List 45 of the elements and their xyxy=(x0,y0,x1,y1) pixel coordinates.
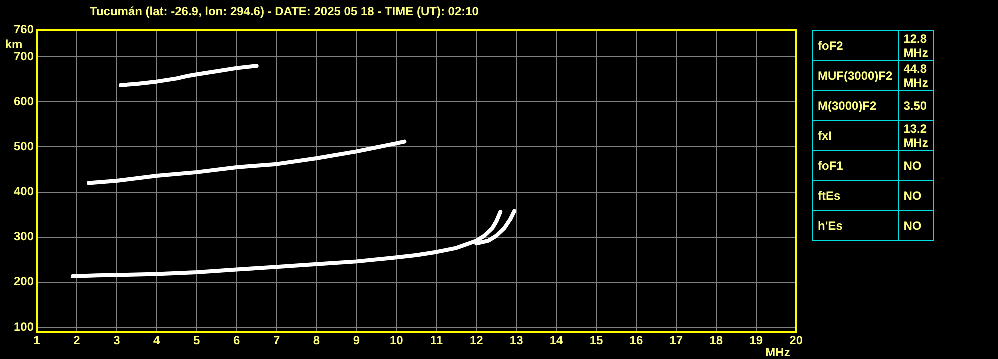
text: ftEs xyxy=(812,180,898,210)
x-tick-label: 9 xyxy=(353,334,360,348)
x-tick-label: 17 xyxy=(670,334,684,348)
text: foF1 xyxy=(812,150,898,180)
text: NO xyxy=(898,150,934,180)
y-tick-label: 400 xyxy=(14,184,34,199)
text: M(3000)F2 xyxy=(812,90,898,120)
y-tick-label: 200 xyxy=(14,274,34,289)
text: foF2 xyxy=(812,30,898,60)
x-tick-label: 4 xyxy=(154,334,161,348)
x-tick-label: 7 xyxy=(273,334,280,348)
x-tick-label: 14 xyxy=(550,334,564,348)
x-tick-label: 15 xyxy=(590,334,604,348)
x-tick-label: 13 xyxy=(510,334,524,348)
x-tick-label: 2 xyxy=(74,334,81,348)
x-tick-label: 12 xyxy=(470,334,484,348)
x-tick-label: 6 xyxy=(233,334,240,348)
text: h'Es xyxy=(812,210,898,240)
x-tick-label: 20 xyxy=(790,334,804,348)
x-tick-label: 16 xyxy=(630,334,644,348)
text: MUF(3000)F2 xyxy=(812,60,898,90)
text: 12.8 MHz xyxy=(898,30,934,60)
x-tick-label: 8 xyxy=(313,334,320,348)
text: 3.50 xyxy=(898,90,934,120)
x-tick-label: 19 xyxy=(750,334,764,348)
y-tick-label: 700 xyxy=(14,49,34,64)
y-tick-label: 300 xyxy=(14,230,34,244)
x-tick-label: 10 xyxy=(390,334,404,348)
text: 13.2 MHz xyxy=(898,120,934,150)
text: NO xyxy=(898,180,934,210)
y-axis-title: km xyxy=(5,37,23,52)
x-tick-label: 18 xyxy=(710,334,724,348)
y-tick-label: 500 xyxy=(14,140,34,154)
text: 44.8 MHz xyxy=(898,60,934,90)
x-tick-label: 3 xyxy=(114,334,121,348)
text: NO xyxy=(898,210,934,240)
text: fxI xyxy=(812,120,898,150)
y-tick-label: 600 xyxy=(14,94,34,108)
x-tick-label: 11 xyxy=(430,334,444,348)
x-tick-label: 5 xyxy=(194,334,201,348)
y-tick-label: 760 xyxy=(14,22,34,36)
y-tick-label: 100 xyxy=(14,320,34,334)
x-axis-title: MHz xyxy=(766,345,790,359)
chart-title: Tucumán (lat: -26.9, lon: 294.6) - DATE: 2025 05 18 - TIME (UT): 02:10 xyxy=(90,4,480,18)
x-tick-label: 1 xyxy=(34,334,41,348)
